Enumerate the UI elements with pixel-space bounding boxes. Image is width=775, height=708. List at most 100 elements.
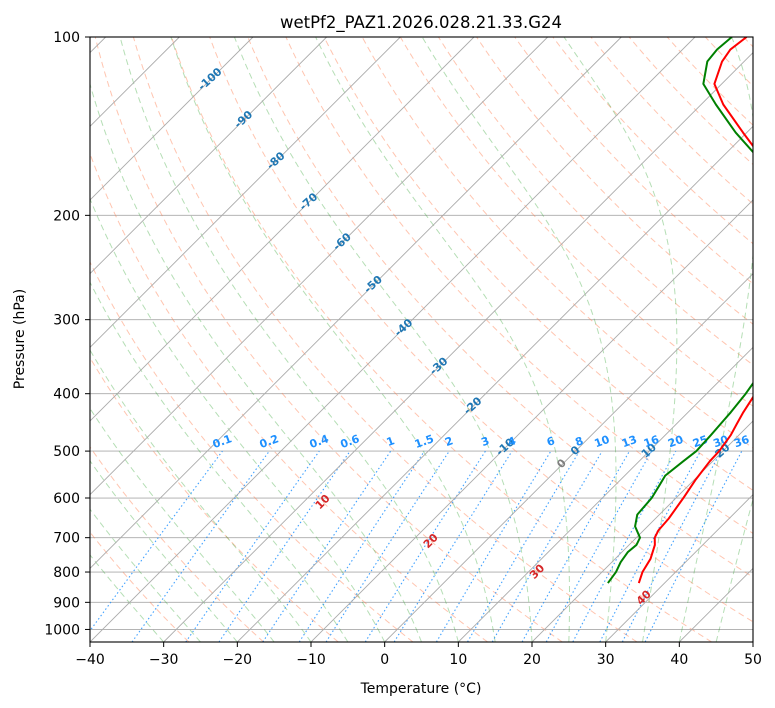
mixing-ratio-label: 0.2: [258, 432, 281, 451]
dry-adiabat-line: [590, 37, 753, 205]
x-tick-label: 20: [523, 652, 541, 668]
moist-adiabat-line: [90, 281, 349, 642]
isotherm-line: [237, 125, 753, 642]
isotherm-line: [90, 37, 696, 642]
moist-adiabat-line: [90, 349, 312, 642]
chart-title: wetPf2_PAZ1.2026.028.21.33.G24: [280, 13, 562, 33]
moist-adiabat-line: [90, 554, 165, 642]
y-tick-label: 900: [53, 595, 80, 611]
y-tick-label: 600: [53, 491, 80, 507]
mixing-ratio-label: 36: [732, 433, 751, 451]
x-tick-label: 40: [670, 652, 688, 668]
mixing-ratio-label: 0.4: [308, 432, 331, 451]
dry-adiabat-line: [132, 37, 638, 642]
isotherm-line: [163, 52, 753, 642]
dry-adiabat-line: [285, 37, 753, 535]
x-tick-label: 30: [597, 652, 615, 668]
mixing-ratio-line: [325, 450, 450, 642]
dry-adiabat-line: [476, 37, 753, 325]
mixing-ratio-label: 13: [620, 433, 639, 450]
isotherm-line: [752, 641, 753, 642]
mixing-ratio-label: 6: [545, 434, 557, 449]
profile-lines: [607, 37, 753, 584]
x-tick-label: −40: [75, 652, 105, 668]
dry-adiabat-line: [209, 37, 753, 623]
isotherm-line: [605, 494, 753, 642]
mixing-ratio-line: [262, 450, 392, 642]
mixing-ratio-line: [467, 450, 580, 642]
x-tick-label: 10: [449, 652, 467, 668]
mixing-ratio-line: [545, 450, 653, 642]
mixing-ratio-line: [644, 450, 743, 642]
dry-adiabat-line: [323, 37, 753, 491]
dry-adiabat-label: 10: [313, 492, 333, 512]
dry-adiabat-line: [552, 37, 753, 245]
moist-adiabat-line: [170, 37, 496, 642]
mixing-ratio-line: [131, 450, 270, 642]
mixing-ratio-line: [218, 450, 351, 642]
moist-adiabat-line: [421, 37, 617, 642]
y-tick-label: 200: [53, 208, 80, 224]
moist-adiabat-line: [563, 37, 678, 642]
isotherm-line: [679, 567, 753, 642]
axes: −40 −30 −20 −10 0 10 20 30 40 5010009008007006005…: [44, 30, 762, 668]
moist-adiabat-line: [90, 197, 386, 642]
dry-adiabat-line: [247, 37, 753, 578]
temperature-profile-line: [637, 37, 753, 584]
isotherm-line: [90, 37, 254, 201]
background-lines: [90, 36, 753, 642]
mixing-ratio-label: 20: [666, 433, 685, 451]
isotherm-line: [90, 37, 475, 422]
dry-adiabat-line: [90, 152, 488, 642]
mixing-ratio-line: [185, 450, 320, 642]
mixing-ratio-line: [599, 450, 702, 642]
x-tick-label: −20: [223, 652, 253, 668]
isotherm-line: [458, 346, 753, 642]
dry-adiabat-line: [94, 37, 563, 642]
plot-frame: [89, 36, 754, 643]
mixing-ratio-label: 0.6: [339, 432, 362, 451]
mixing-ratio-line: [521, 450, 630, 642]
moist-adiabat-label: 0: [554, 456, 569, 471]
dry-adiabat-line: [90, 531, 190, 642]
mixing-ratio-label: 1.5: [413, 432, 436, 451]
y-tick-label: 800: [53, 565, 80, 581]
isotherm-line: [90, 37, 327, 275]
dewpoint-profile-line: [607, 37, 753, 584]
y-tick-label: 700: [53, 531, 80, 547]
moist-adiabat-line: [90, 508, 201, 642]
mixing-ratio-label: 0.1: [211, 432, 234, 451]
dry-adiabat-line: [90, 446, 264, 642]
dry-adiabat-label: 30: [527, 561, 547, 581]
mixing-ratio-line: [435, 450, 552, 642]
y-tick-label: 1000: [44, 622, 80, 638]
x-tick-label: −10: [296, 652, 326, 668]
y-axis-label: Pressure (hPa): [12, 289, 28, 389]
mixing-ratio-label: 16: [642, 433, 661, 451]
isotherm-line: [90, 37, 401, 348]
x-axis-label: Temperature (°C): [360, 681, 482, 697]
line-labels: -100-90-80-70-60-50-40-30-20-10 0 10 201020…: [195, 65, 751, 608]
mixing-ratio-label: 3: [479, 434, 491, 449]
mixing-ratio-label: 10: [593, 433, 612, 451]
y-tick-label: 400: [53, 387, 80, 403]
moist-adiabat-line: [678, 37, 753, 642]
x-tick-label: 50: [744, 652, 762, 668]
moist-adiabat-line: [90, 459, 238, 642]
mixing-ratio-line: [393, 450, 513, 642]
isotherm-line: [310, 199, 753, 642]
x-tick-label: −30: [149, 652, 179, 668]
mixing-ratio-label: 25: [691, 433, 710, 450]
isotherm-line: [531, 420, 753, 642]
dry-adiabat-line: [90, 356, 339, 642]
dry-adiabat-line: [514, 37, 753, 285]
mixing-ratio-line: [298, 450, 425, 642]
isotherm-line: [90, 37, 548, 496]
dry-adiabat-line: [438, 37, 753, 366]
dry-adiabat-label: 20: [421, 531, 441, 551]
mixing-ratio-label: 8: [573, 434, 585, 449]
dry-adiabat-line: [743, 37, 753, 48]
moist-adiabat-line: [715, 497, 753, 642]
isotherm-line: [90, 37, 622, 569]
